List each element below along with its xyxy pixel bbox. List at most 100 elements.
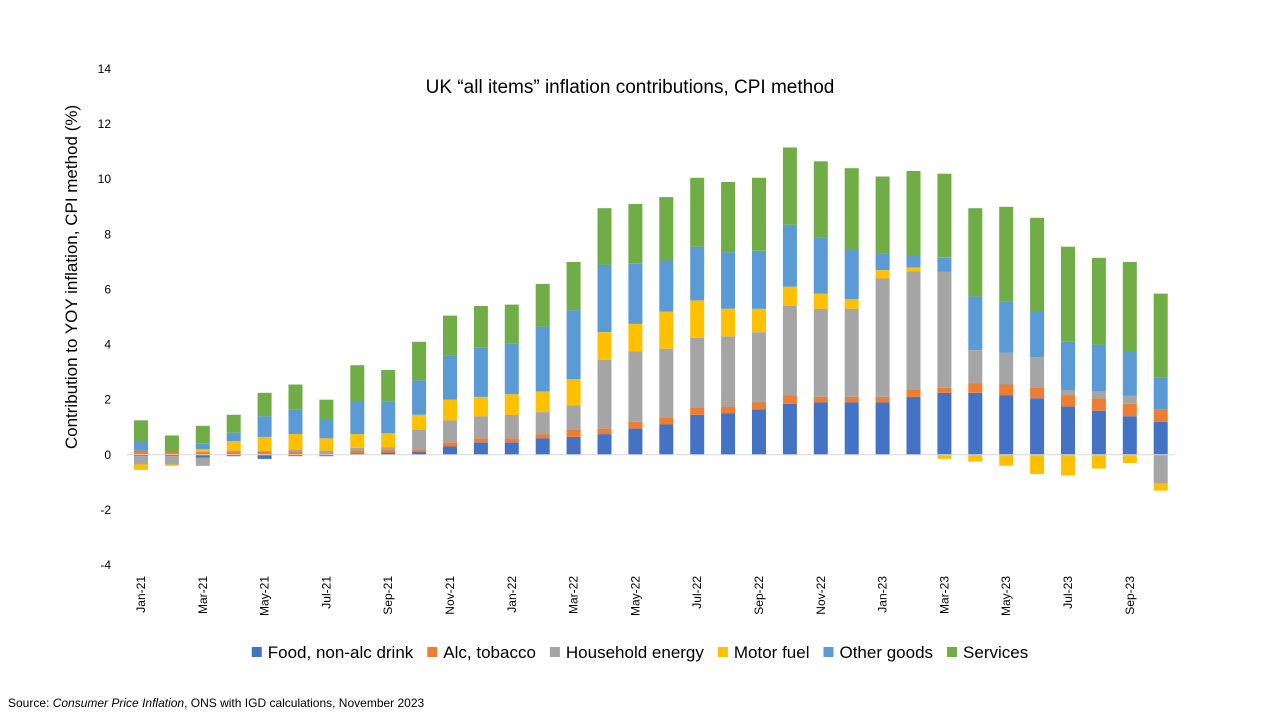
bar-segment-4-jun-23 — [1030, 311, 1045, 357]
y-axis-label: Contribution to YOY inflation, CPI metho… — [62, 105, 81, 449]
bar-segment-5-dec-21 — [473, 306, 488, 348]
bar-segment-4-jan-22 — [504, 343, 519, 395]
bar-segment-0-jul-22 — [690, 414, 705, 455]
bar-segment-0-dec-22 — [844, 402, 859, 455]
bar-segment-2-feb-23 — [906, 271, 921, 390]
legend-label: Alc, tobacco — [443, 643, 536, 662]
bar-segment-3-mar-21 — [195, 449, 210, 453]
bar-segment-5-nov-21 — [443, 315, 457, 356]
bar-segment-0-mar-21 — [195, 454, 210, 458]
bar-segment-4-sep-23 — [1122, 351, 1137, 396]
bar-segment-4-mar-22 — [566, 310, 581, 379]
bar-segment-3-feb-21 — [164, 464, 179, 466]
bar-segment-3-sep-21 — [381, 433, 396, 448]
bar-segment-1-feb-21 — [164, 452, 179, 455]
bar-segment-0-jan-22 — [504, 442, 519, 455]
bar-segment-5-jul-22 — [690, 177, 705, 247]
bar-segment-1-oct-23 — [1153, 409, 1168, 422]
x-tick-label: May-21 — [258, 576, 272, 616]
bar-segment-3-may-22 — [628, 323, 643, 352]
bar-segment-3-jun-23 — [1030, 454, 1045, 475]
bar-segment-4-oct-22 — [782, 224, 797, 287]
legend-swatch — [427, 647, 438, 657]
bar-segment-4-jan-21 — [134, 441, 148, 451]
bar-segment-2-mar-23 — [937, 271, 952, 388]
bar-segment-2-aug-21 — [350, 447, 365, 451]
bar-segment-3-sep-22 — [752, 308, 766, 333]
bar-segment-4-jun-21 — [288, 409, 303, 435]
bar-segment-1-feb-22 — [535, 434, 550, 439]
bar-segment-3-may-21 — [257, 436, 272, 451]
bar-segment-4-apr-22 — [597, 264, 612, 333]
bar-segment-2-oct-23 — [1153, 454, 1168, 484]
bar-segment-0-jun-21 — [288, 454, 303, 457]
bar-segment-3-dec-21 — [473, 396, 488, 417]
bar-segment-1-nov-22 — [813, 396, 828, 403]
legend-label: Motor fuel — [734, 643, 810, 662]
bar-segment-3-oct-23 — [1153, 483, 1168, 491]
bar-segment-1-jan-21 — [134, 450, 148, 455]
legend-label: Food, non-alc drink — [268, 643, 414, 662]
legend-label: Household energy — [566, 643, 704, 662]
source-note: Source: Consumer Price Inflation, ONS wi… — [8, 696, 424, 710]
bar-segment-3-jul-23 — [1061, 454, 1075, 476]
bar-segment-2-may-23 — [999, 352, 1014, 385]
bar-segment-0-jan-21 — [134, 454, 148, 457]
bar-segment-4-oct-21 — [412, 380, 427, 415]
bar-segment-4-aug-23 — [1091, 344, 1106, 392]
bar-segment-1-jun-21 — [288, 452, 303, 455]
bar-segment-1-may-22 — [628, 421, 643, 429]
bar-segment-5-mar-23 — [937, 173, 952, 258]
bar-segment-5-jul-23 — [1061, 246, 1075, 342]
bar-segment-4-apr-21 — [226, 432, 241, 441]
bar-segment-3-jul-21 — [319, 438, 334, 451]
x-tick-label: Jul-23 — [1061, 576, 1075, 609]
bar-segment-3-feb-22 — [535, 391, 550, 413]
bar-segment-1-apr-22 — [597, 428, 612, 435]
bar-segment-2-feb-21 — [164, 456, 179, 465]
bar-segment-5-jun-22 — [659, 197, 674, 261]
bar-segment-5-sep-21 — [381, 369, 396, 402]
bar-segment-2-may-21 — [257, 450, 272, 452]
bar-segment-1-dec-22 — [844, 396, 859, 403]
y-tick-label: -2 — [100, 503, 111, 517]
legend-swatch — [549, 647, 560, 657]
x-tick-label: May-22 — [628, 576, 642, 616]
bar-segment-4-jul-22 — [690, 246, 705, 301]
bar-segment-0-oct-23 — [1153, 421, 1168, 455]
bar-segment-4-dec-21 — [473, 347, 488, 397]
bar-segment-2-nov-21 — [443, 420, 457, 443]
bar-segment-2-apr-21 — [226, 450, 241, 452]
bar-segment-0-apr-22 — [597, 434, 612, 455]
source-prefix: Source: — [8, 696, 53, 710]
bar-segment-5-jan-23 — [875, 176, 890, 254]
bar-segment-1-oct-22 — [782, 395, 797, 404]
bar-segment-1-mar-23 — [937, 387, 952, 393]
bar-segment-4-may-22 — [628, 263, 643, 324]
bar-segment-4-jan-23 — [875, 253, 890, 271]
bar-segment-5-jun-23 — [1030, 217, 1045, 312]
x-tick-label: Sep-23 — [1123, 576, 1137, 615]
bar-segment-0-jan-23 — [875, 402, 890, 455]
bar-segment-2-jan-22 — [504, 414, 519, 439]
bar-segment-4-apr-23 — [968, 296, 983, 350]
bar-segment-1-mar-21 — [195, 452, 210, 455]
bar-segment-5-apr-23 — [968, 208, 983, 297]
bar-segment-3-jan-22 — [504, 394, 519, 415]
bar-segment-2-apr-23 — [968, 350, 983, 384]
bar-segment-2-nov-22 — [813, 308, 828, 397]
bar-segment-0-mar-23 — [937, 392, 952, 455]
bar-segment-0-nov-21 — [443, 446, 457, 455]
bar-segment-0-feb-23 — [906, 396, 921, 455]
bar-segment-0-sep-23 — [1122, 416, 1137, 455]
legend-swatch — [717, 647, 728, 657]
bar-segment-0-jun-22 — [659, 424, 674, 455]
bar-segment-4-oct-23 — [1153, 377, 1168, 410]
bar-segment-5-sep-22 — [752, 177, 766, 251]
bar-segment-2-aug-23 — [1091, 391, 1106, 399]
bar-segment-1-apr-23 — [968, 383, 983, 393]
bar-segment-2-sep-22 — [752, 332, 766, 403]
bar-segment-5-may-21 — [257, 392, 272, 417]
bar-segment-2-may-22 — [628, 351, 643, 422]
